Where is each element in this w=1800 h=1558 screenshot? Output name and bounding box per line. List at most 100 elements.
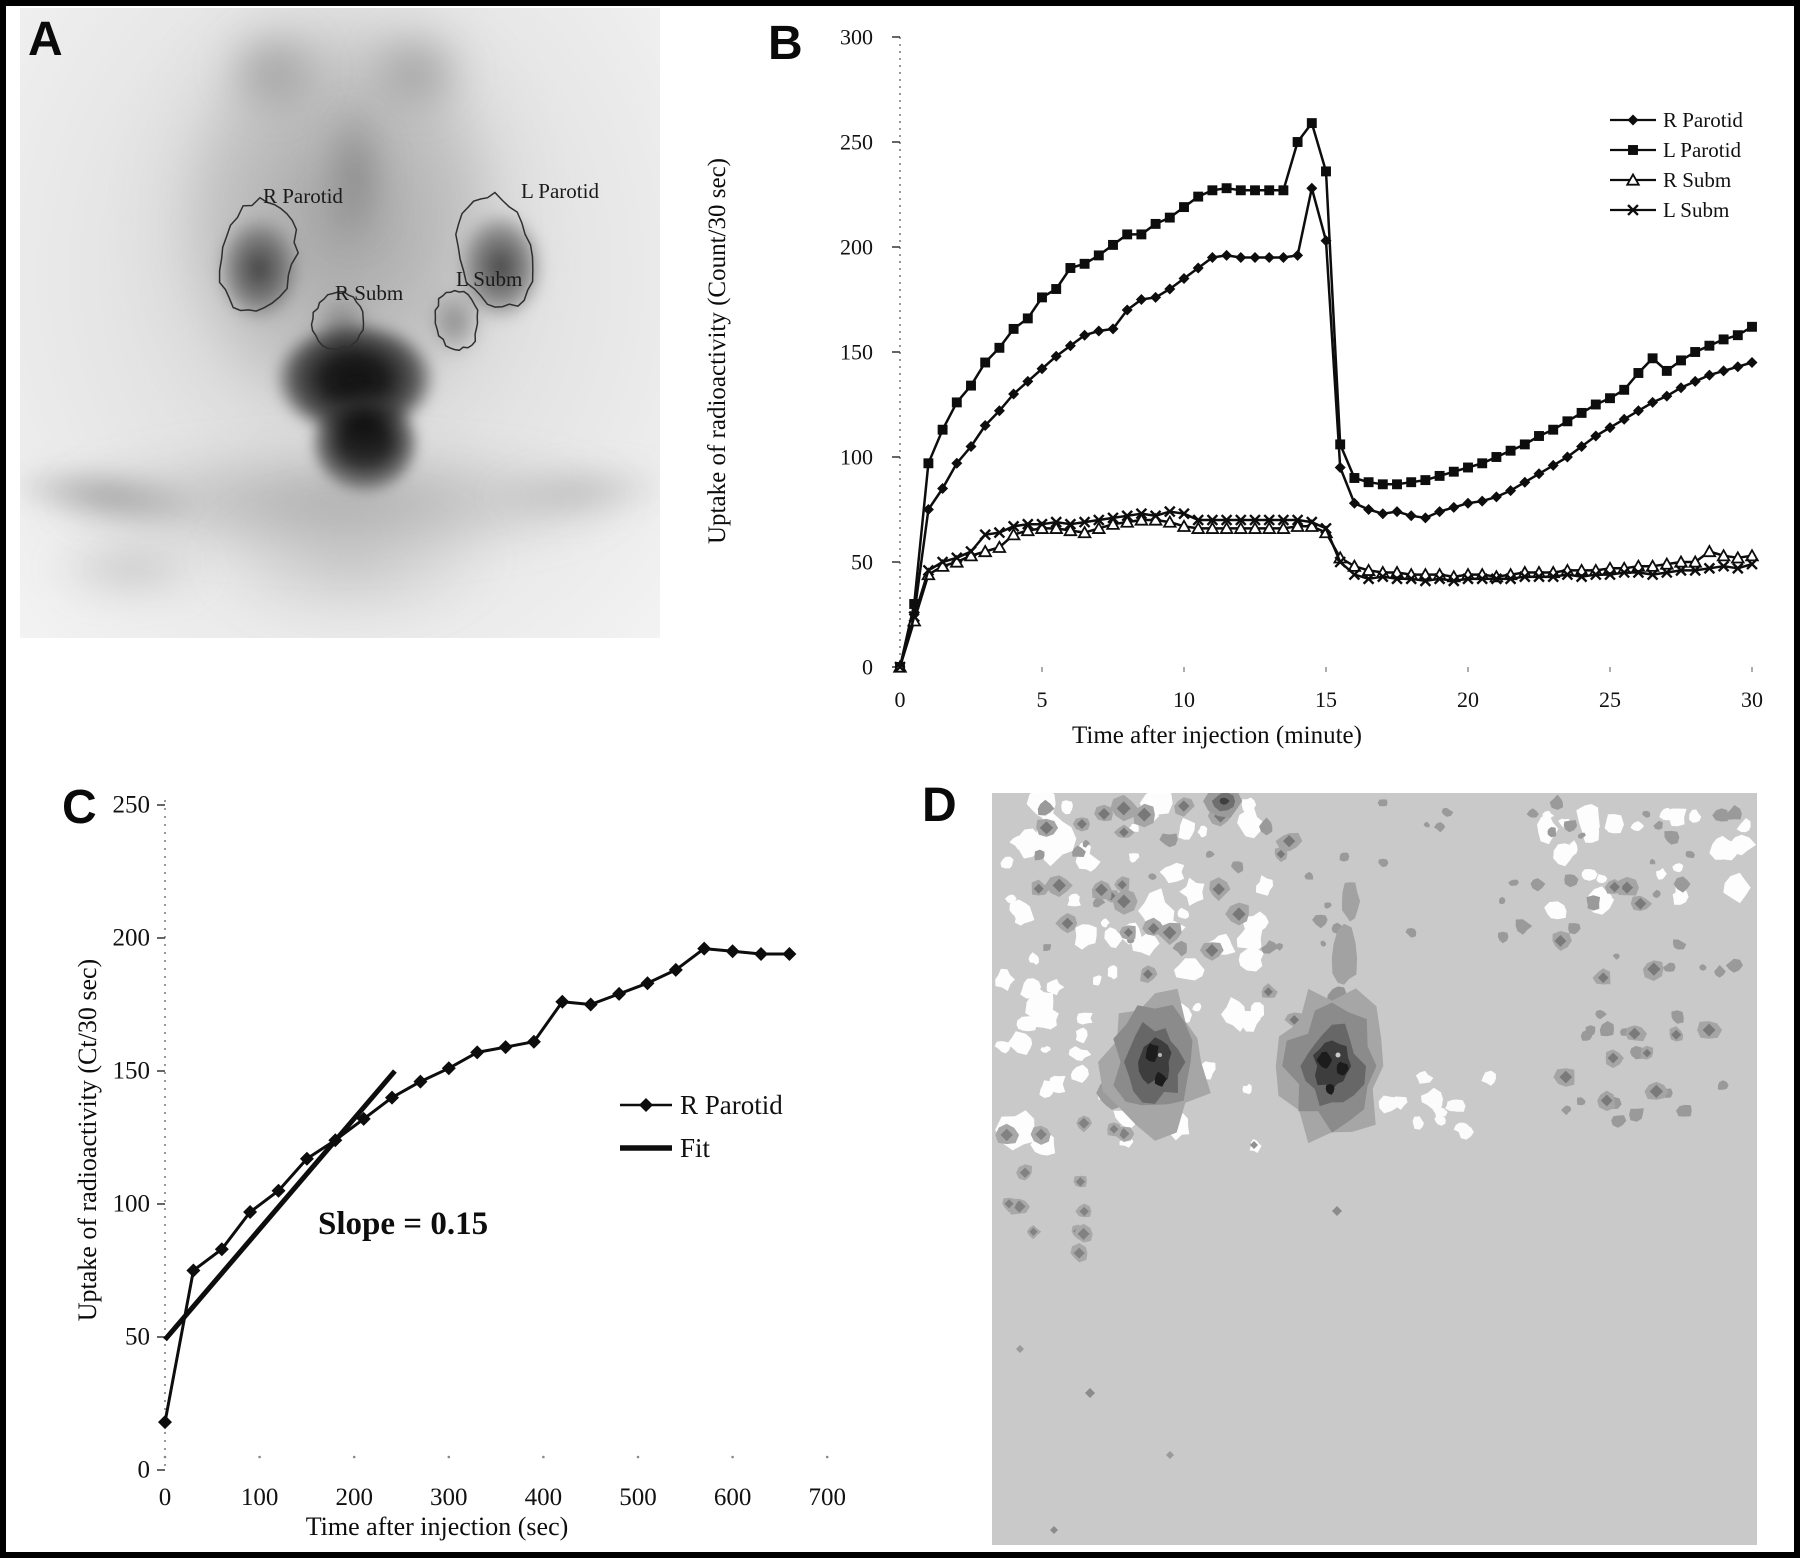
marker-x bbox=[1490, 573, 1503, 585]
marker-triangle-open bbox=[1077, 525, 1092, 539]
marker-diamond bbox=[1249, 252, 1261, 263]
x-tick-label: 100 bbox=[241, 1484, 279, 1511]
marker-x bbox=[1604, 568, 1616, 581]
marker-x bbox=[1590, 568, 1602, 581]
marker-square bbox=[1628, 145, 1638, 155]
marker-diamond bbox=[612, 986, 627, 1001]
marker-square bbox=[1022, 313, 1033, 324]
marker-square bbox=[1264, 185, 1275, 196]
marker-square bbox=[1676, 355, 1686, 366]
roi-label-r-parotid: R Parotid bbox=[263, 184, 343, 208]
x-tick bbox=[542, 1455, 545, 1459]
series-r-parotid bbox=[158, 941, 797, 1430]
y-tick-label: 200 bbox=[840, 235, 873, 260]
roi-outline-3 bbox=[434, 289, 479, 352]
marker-diamond bbox=[186, 1263, 201, 1278]
marker-triangle-open bbox=[1006, 527, 1021, 541]
legend-label: R Parotid bbox=[1663, 108, 1743, 132]
marker-square bbox=[1122, 229, 1133, 240]
marker-diamond bbox=[1008, 388, 1020, 400]
x-tick bbox=[825, 1455, 829, 1459]
marker-diamond bbox=[1377, 508, 1389, 520]
marker-square bbox=[1377, 479, 1388, 490]
marker-x bbox=[1377, 570, 1389, 583]
marker-triangle-open bbox=[1176, 518, 1192, 532]
panel-letter-c: C bbox=[62, 781, 97, 834]
marker-diamond bbox=[413, 1074, 428, 1089]
marker-square bbox=[1179, 202, 1189, 213]
panel-letter-a: A bbox=[28, 13, 63, 66]
marker-square bbox=[1150, 218, 1161, 229]
marker-diamond bbox=[1363, 504, 1375, 515]
marker-x bbox=[1306, 516, 1318, 528]
marker-diamond bbox=[1391, 506, 1403, 518]
marker-diamond bbox=[1746, 357, 1758, 368]
marker-diamond bbox=[1434, 506, 1446, 518]
marker-diamond bbox=[725, 944, 740, 959]
x-tick-label: 20 bbox=[1457, 687, 1479, 712]
marker-square bbox=[1732, 330, 1743, 341]
marker-x bbox=[1206, 514, 1219, 526]
marker-diamond bbox=[1221, 249, 1233, 261]
marker-x bbox=[1575, 570, 1588, 583]
marker-square bbox=[1463, 462, 1473, 473]
marker-diamond bbox=[385, 1090, 399, 1105]
marker-square bbox=[1250, 185, 1260, 196]
marker-square bbox=[1562, 416, 1573, 427]
x-tick bbox=[163, 1455, 167, 1459]
marker-square bbox=[1051, 284, 1062, 294]
roi-label-l-parotid: L Parotid bbox=[521, 179, 599, 203]
marker-diamond bbox=[1732, 361, 1744, 373]
marker-x bbox=[1050, 516, 1062, 528]
midface-shade bbox=[313, 73, 397, 273]
marker-square bbox=[1548, 424, 1559, 435]
marker-x bbox=[1036, 518, 1048, 530]
marker-diamond bbox=[697, 941, 712, 956]
y-tick-label: 50 bbox=[851, 550, 873, 575]
marker-diamond bbox=[1689, 375, 1701, 387]
marker-diamond bbox=[1107, 323, 1119, 335]
marker-x bbox=[1689, 564, 1701, 577]
marker-triangle-open bbox=[1261, 521, 1277, 534]
marker-x bbox=[1093, 514, 1105, 526]
marker-square bbox=[1718, 334, 1729, 345]
marker-square bbox=[1278, 185, 1289, 196]
marker-x bbox=[1405, 573, 1417, 585]
marker-square bbox=[966, 380, 976, 391]
marker-diamond bbox=[214, 1242, 229, 1257]
marker-square bbox=[951, 397, 962, 408]
marker-x bbox=[1291, 514, 1304, 526]
marker-diamond bbox=[1405, 510, 1417, 522]
marker-triangle-open bbox=[1020, 523, 1036, 537]
marker-square bbox=[1420, 475, 1431, 486]
marker-x bbox=[1348, 568, 1361, 581]
marker-diamond bbox=[356, 1111, 371, 1126]
marker-x bbox=[951, 552, 963, 564]
marker-x bbox=[1504, 573, 1517, 585]
marker-square bbox=[1235, 185, 1246, 196]
y-tick-label: 150 bbox=[113, 1058, 151, 1085]
marker-x bbox=[1064, 518, 1077, 530]
x-tick bbox=[352, 1455, 356, 1459]
marker-square bbox=[1164, 212, 1175, 223]
marker-square bbox=[1321, 166, 1331, 177]
marker-x bbox=[1561, 568, 1574, 581]
marker-diamond bbox=[1192, 262, 1204, 274]
marker-x bbox=[1533, 570, 1545, 583]
marker-diamond bbox=[1093, 325, 1105, 337]
x-tick-label: 400 bbox=[525, 1484, 563, 1511]
marker-triangle-open bbox=[1247, 521, 1263, 534]
marker-diamond bbox=[1206, 252, 1218, 263]
x-tick bbox=[447, 1455, 451, 1459]
x-tick-label: 10 bbox=[1173, 687, 1195, 712]
x-tick-label: 0 bbox=[895, 687, 906, 712]
panel-a-scintigram-image: R Parotid L Parotid R Subm L Subm bbox=[20, 8, 660, 638]
marker-square bbox=[1491, 452, 1502, 462]
x-tick bbox=[636, 1455, 640, 1459]
x-tick-label: 15 bbox=[1315, 687, 1337, 712]
panel-letter-d: D bbox=[922, 779, 957, 832]
right-parotid-hotspot bbox=[1275, 988, 1384, 1144]
marker-triangle-open bbox=[1205, 521, 1220, 534]
marker-diamond bbox=[1150, 291, 1162, 303]
marker-square bbox=[1079, 258, 1090, 269]
